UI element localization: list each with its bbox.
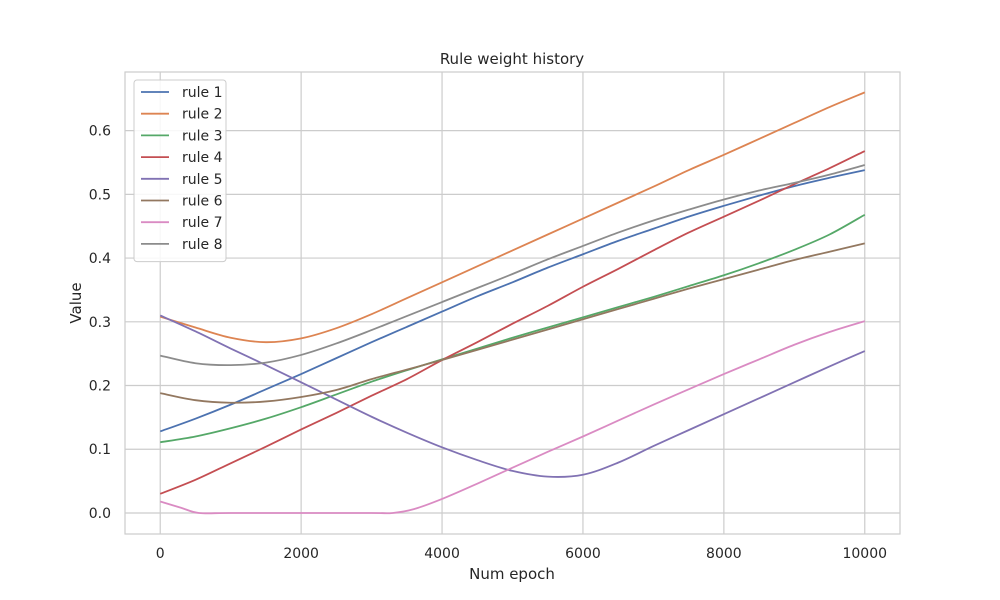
x-axis-title: Num epoch bbox=[469, 565, 555, 583]
series-line-rule-8 bbox=[160, 164, 866, 367]
legend-label: rule 6 bbox=[182, 194, 223, 210]
legend-label: rule 8 bbox=[182, 237, 223, 253]
series-lines bbox=[159, 91, 866, 515]
x-tick-labels: 0 2000 4000 6000 8000 10000 bbox=[156, 546, 887, 562]
x-tick-label: 4000 bbox=[424, 546, 460, 562]
legend-box bbox=[133, 79, 227, 263]
y-axis-title: Value bbox=[67, 282, 85, 323]
x-tick-label: 2000 bbox=[283, 546, 319, 562]
grid-lines bbox=[125, 72, 900, 534]
x-tick-label: 6000 bbox=[565, 546, 601, 562]
series-line-rule-1 bbox=[159, 169, 865, 433]
legend-label: rule 5 bbox=[182, 172, 223, 188]
y-tick-label: 0.1 bbox=[89, 442, 111, 458]
series-line-rule-6 bbox=[160, 242, 865, 404]
legend: rule 1 rule 2 rule 3 rule 4 rule 5 rule 6 rule… bbox=[133, 79, 227, 263]
series-line-rule-2 bbox=[159, 91, 866, 344]
y-tick-label: 0.3 bbox=[89, 315, 111, 331]
legend-label: rule 3 bbox=[182, 128, 223, 144]
legend-label: rule 7 bbox=[182, 215, 223, 231]
y-tick-label: 0.0 bbox=[89, 506, 111, 522]
x-tick-label: 10000 bbox=[842, 546, 887, 562]
y-tick-label: 0.6 bbox=[89, 124, 111, 140]
series-line-rule-3 bbox=[160, 213, 866, 444]
y-tick-label: 0.5 bbox=[89, 187, 111, 203]
plot-area bbox=[124, 71, 901, 535]
series-line-rule-7 bbox=[159, 320, 866, 515]
chart-title: Rule weight history bbox=[440, 50, 584, 68]
x-tick-label: 8000 bbox=[706, 546, 742, 562]
y-tick-label: 0.4 bbox=[89, 251, 111, 267]
legend-label: rule 2 bbox=[182, 107, 223, 123]
series-line-rule-5 bbox=[159, 314, 866, 478]
legend-label: rule 4 bbox=[182, 150, 223, 166]
x-tick-label: 0 bbox=[156, 546, 165, 562]
series-line-rule-4 bbox=[159, 150, 866, 495]
legend-label: rule 1 bbox=[182, 85, 223, 101]
y-tick-label: 0.2 bbox=[89, 379, 111, 395]
y-tick-labels: 0.0 0.1 0.2 0.3 0.4 0.5 0.6 bbox=[89, 124, 111, 522]
